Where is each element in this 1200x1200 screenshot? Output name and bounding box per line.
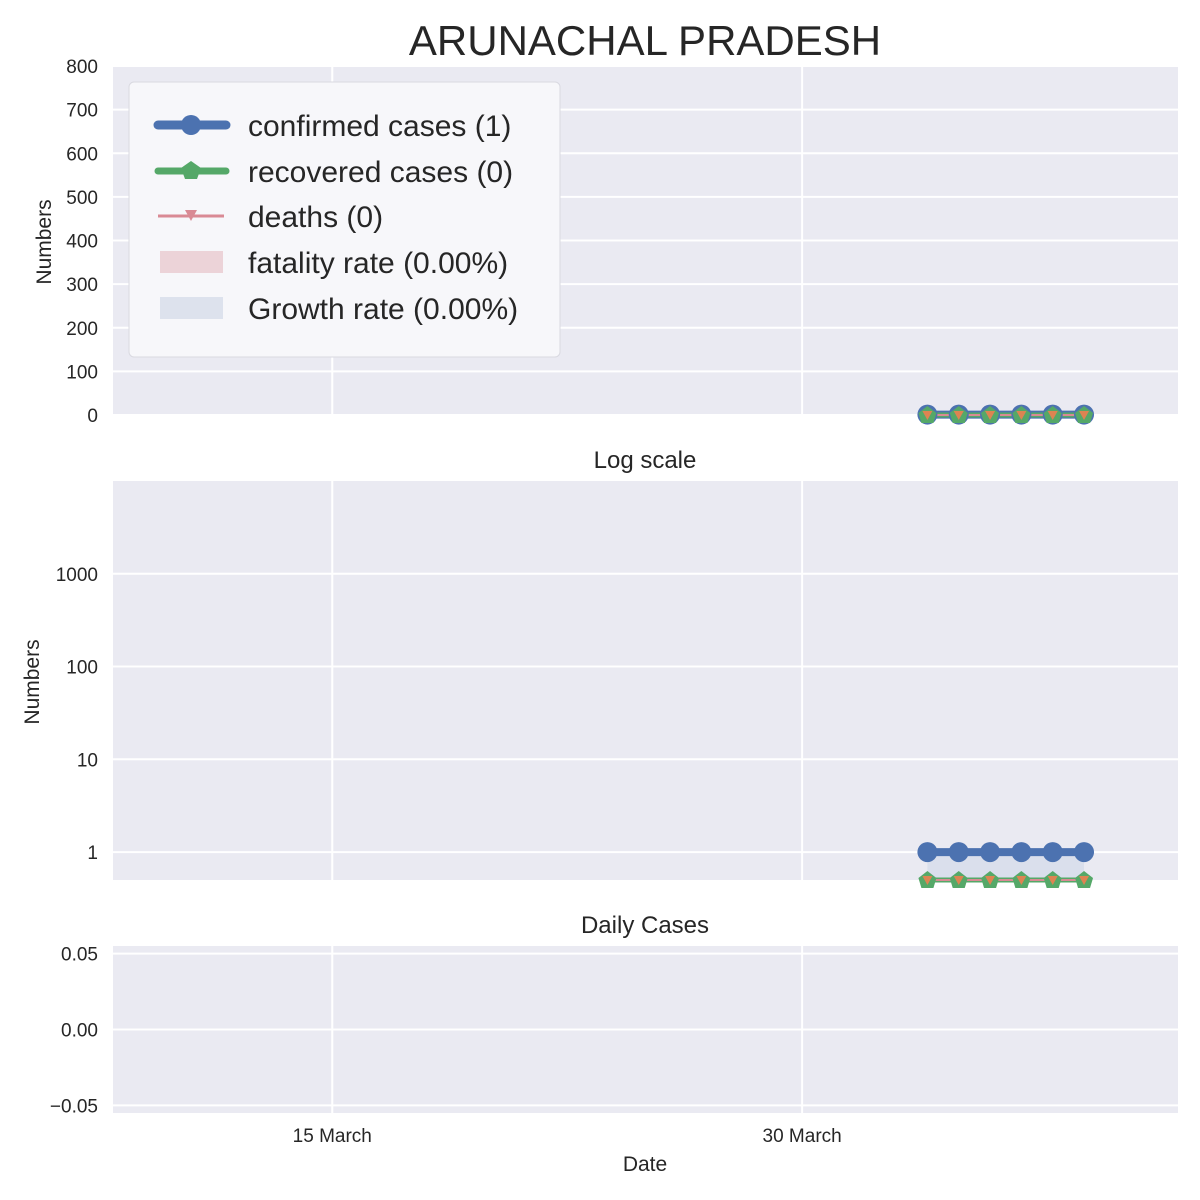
panel-linear-ylabel: Numbers — [33, 199, 56, 284]
x-axis-label: Date — [623, 1153, 667, 1176]
y-tick-label: 10 — [77, 750, 98, 771]
y-tick-label: 1000 — [56, 565, 98, 586]
deaths-point — [985, 876, 996, 885]
panel-log: Log scale 1 10 100 1000 Numbers — [21, 447, 1178, 888]
legend: confirmed cases (1) recovered cases (0) … — [128, 81, 561, 358]
y-tick-label: 700 — [66, 101, 98, 122]
y-tick-label: 0 — [87, 406, 98, 427]
confirmed-cases-point — [980, 842, 1001, 863]
panel-log-grid — [113, 481, 1178, 880]
panel-daily: Daily Cases 0.05 0.00 −0.05 — [50, 912, 1178, 1117]
legend-label-deaths: deaths (0) — [248, 201, 383, 234]
y-tick-label: 200 — [66, 319, 98, 340]
y-tick-label: 500 — [66, 188, 98, 209]
deaths-point — [985, 411, 996, 420]
legend-entry-growth-rate: Growth rate (0.00%) — [160, 293, 518, 326]
confirmed-cases-point — [917, 842, 938, 863]
x-tick-label: 30 March — [763, 1126, 842, 1147]
panel-daily-y-ticks: 0.05 0.00 −0.05 — [50, 945, 98, 1118]
legend-confirmed-marker-icon — [181, 115, 201, 135]
legend-deaths-marker-icon — [185, 210, 197, 221]
panel-log-background — [113, 481, 1178, 880]
legend-entry-confirmed: confirmed cases (1) — [153, 110, 511, 143]
x-tick-label: 15 March — [293, 1126, 372, 1147]
y-tick-label: 100 — [66, 658, 98, 679]
legend-box — [128, 81, 561, 358]
y-tick-label: −0.05 — [50, 1096, 98, 1117]
confirmed-cases-point — [1011, 842, 1032, 863]
legend-entry-fatality-rate: fatality rate (0.00%) — [160, 247, 508, 280]
legend-label-confirmed: confirmed cases (1) — [248, 110, 511, 143]
legend-recovered-marker-icon — [181, 161, 201, 179]
panel-linear: 0 100 200 300 400 500 600 700 800 Numbers confir… — [33, 57, 1178, 427]
y-tick-label: 800 — [66, 57, 98, 78]
y-tick-label: 0.05 — [61, 945, 98, 966]
panel-daily-subtitle: Daily Cases — [581, 912, 709, 939]
legend-label-fatality-rate: fatality rate (0.00%) — [248, 247, 508, 280]
legend-label-recovered: recovered cases (0) — [248, 156, 513, 189]
y-tick-label: 100 — [66, 362, 98, 383]
y-tick-label: 1 — [87, 843, 98, 864]
deaths-point — [922, 411, 933, 420]
deaths-point — [1016, 411, 1027, 420]
y-tick-label: 600 — [66, 144, 98, 165]
panel-daily-grid — [113, 946, 1178, 1113]
y-tick-label: 400 — [66, 232, 98, 253]
panel-log-ylabel: Numbers — [21, 639, 44, 724]
y-tick-label: 0.00 — [61, 1021, 98, 1042]
chart-title: ARUNACHAL PRADESH — [409, 17, 881, 64]
panel-log-marks — [917, 842, 1095, 888]
deaths-point — [1047, 876, 1058, 885]
deaths-point — [922, 876, 933, 885]
confirmed-cases-point — [1042, 842, 1063, 863]
x-axis-ticks: 15 March 30 March — [293, 1126, 842, 1147]
panel-linear-y-ticks: 0 100 200 300 400 500 600 700 800 — [66, 57, 98, 427]
deaths-point — [1079, 411, 1090, 420]
growth-rate-area — [927, 852, 1085, 880]
legend-label-growth-rate: Growth rate (0.00%) — [248, 293, 518, 326]
deaths-point — [953, 876, 964, 885]
legend-growth-swatch-icon — [160, 297, 223, 319]
deaths-point — [953, 411, 964, 420]
panel-linear-marks — [917, 404, 1095, 425]
panel-log-subtitle: Log scale — [594, 447, 697, 474]
legend-entry-recovered: recovered cases (0) — [154, 156, 513, 189]
deaths-point — [1016, 876, 1027, 885]
deaths-point — [1079, 876, 1090, 885]
legend-entry-deaths: deaths (0) — [158, 201, 383, 234]
legend-fatality-swatch-icon — [160, 251, 223, 273]
confirmed-cases-point — [948, 842, 969, 863]
panel-log-y-ticks: 1 10 100 1000 — [56, 565, 98, 864]
confirmed-cases-point — [1074, 842, 1095, 863]
y-tick-label: 300 — [66, 275, 98, 296]
deaths-point — [1047, 411, 1058, 420]
